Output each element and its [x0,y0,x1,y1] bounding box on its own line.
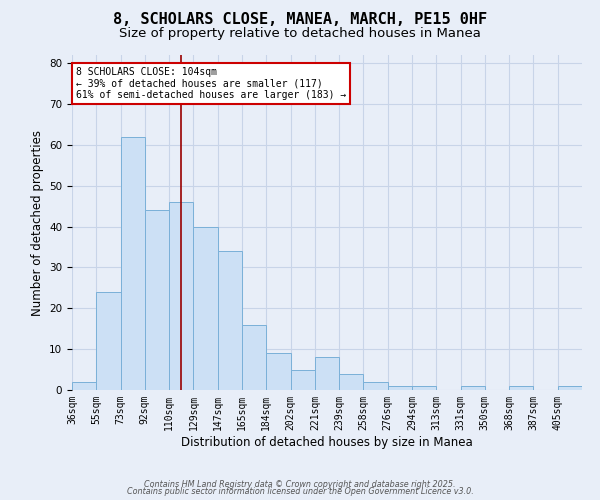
Bar [96,292,121,390]
Bar [412,386,436,390]
Bar [461,386,485,390]
Bar [339,374,364,390]
Y-axis label: Number of detached properties: Number of detached properties [31,130,44,316]
Bar [218,251,242,390]
Bar [72,382,96,390]
Text: 8 SCHOLARS CLOSE: 104sqm
← 39% of detached houses are smaller (117)
61% of semi-: 8 SCHOLARS CLOSE: 104sqm ← 39% of detach… [76,68,346,100]
Bar [266,353,290,390]
Bar [290,370,315,390]
Text: Contains public sector information licensed under the Open Government Licence v3: Contains public sector information licen… [127,487,473,496]
Text: 8, SCHOLARS CLOSE, MANEA, MARCH, PE15 0HF: 8, SCHOLARS CLOSE, MANEA, MARCH, PE15 0H… [113,12,487,28]
Bar [509,386,533,390]
Bar [558,386,582,390]
Bar [193,226,218,390]
Text: Size of property relative to detached houses in Manea: Size of property relative to detached ho… [119,28,481,40]
Bar [242,324,266,390]
X-axis label: Distribution of detached houses by size in Manea: Distribution of detached houses by size … [181,436,473,448]
Bar [315,358,339,390]
Text: Contains HM Land Registry data © Crown copyright and database right 2025.: Contains HM Land Registry data © Crown c… [144,480,456,489]
Bar [121,136,145,390]
Bar [388,386,412,390]
Bar [169,202,193,390]
Bar [145,210,169,390]
Bar [364,382,388,390]
